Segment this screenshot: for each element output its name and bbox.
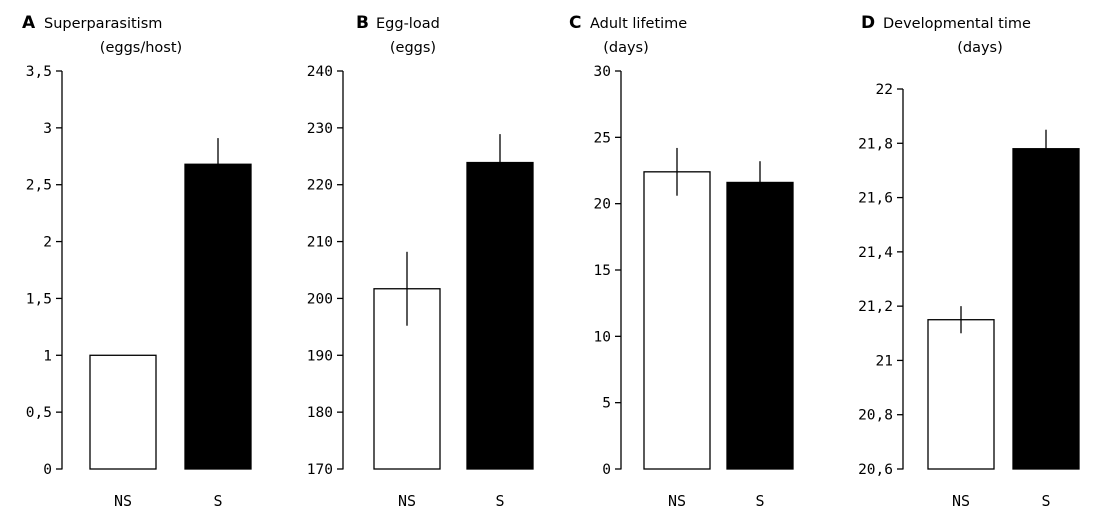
panel-a-y-tick-label: 1,5: [26, 291, 52, 307]
panel-a-bar-s: [184, 163, 252, 470]
panel-c-category-label-s: S: [755, 492, 764, 510]
panel-a-y-tick-label: 0: [43, 462, 52, 478]
panel-d-y-tick-label: 22: [876, 82, 893, 98]
panel-d-bar-s: [1012, 148, 1080, 470]
panel-d-y-tick-label: 20,6: [858, 462, 893, 478]
panel-c-title: Adult lifetime: [590, 16, 687, 32]
panel-d-y-tick-label: 21,2: [858, 299, 893, 315]
panel-d-y-tick-label: 21,8: [858, 136, 893, 152]
panel-d-y-tick-label: 20,8: [858, 408, 893, 424]
panel-c-bar-ns: [643, 171, 711, 470]
panel-d-title: Developmental time: [883, 16, 1031, 32]
panel-a-y-tick-label: 3: [43, 121, 52, 137]
panel-d-bar-ns: [927, 319, 995, 470]
panel-a-y-tick-label: 0,5: [26, 405, 52, 421]
panel-c-category-label-ns: NS: [668, 492, 686, 510]
panel-a-bar-ns: [89, 354, 157, 470]
panel-b-y-tick-label: 170: [307, 462, 333, 478]
panel-a-subtitle: (eggs/host): [100, 40, 182, 56]
panel-b-y-tick-label: 210: [307, 235, 333, 251]
panel-b-subtitle: (eggs): [390, 40, 436, 56]
panel-c-y-tick-label: 25: [594, 130, 611, 146]
panel-b: B Egg-load (eggs) 170 180 190 200 210 220 230 240 N…: [307, 13, 534, 510]
panel-b-letter: B: [356, 13, 369, 33]
panel-d-category-label-ns: NS: [952, 492, 970, 510]
panel-c-bar-s: [726, 181, 794, 470]
panel-d-subtitle: (days): [957, 40, 1003, 56]
panel-b-y-tick-label: 220: [307, 178, 333, 194]
panel-b-y-tick-label: 230: [307, 121, 333, 137]
panel-d-category-label-s: S: [1041, 492, 1050, 510]
panel-c-y-tick-label: 0: [602, 462, 611, 478]
panel-c-y-tick-label: 5: [602, 396, 611, 412]
panel-c-y-tick-label: 15: [594, 263, 611, 279]
panel-d-y-tick-label: 21,6: [858, 191, 893, 207]
panel-b-category-label-s: S: [495, 492, 504, 510]
panel-a-title: Superparasitism: [44, 16, 162, 32]
panel-c-letter: C: [569, 13, 581, 33]
panel-b-title: Egg-load: [376, 16, 440, 32]
panel-a-y-tick-label: 2,5: [26, 178, 52, 194]
panel-a-y-tick-label: 3,5: [26, 64, 52, 80]
panel-a-category-label-ns: NS: [114, 492, 132, 510]
panel-c-y-tick-label: 30: [594, 64, 611, 80]
panel-d-y-tick-label: 21: [876, 353, 893, 369]
panel-c-subtitle: (days): [603, 40, 649, 56]
panel-a-letter: A: [22, 13, 36, 33]
panel-b-y-tick-label: 190: [307, 348, 333, 364]
panel-c: C Adult lifetime (days) 0 5 10 15 20 25 30 NS S: [569, 13, 794, 510]
panel-d: D Developmental time (days) 20,6 20,8 21 21,2 2…: [858, 13, 1080, 510]
panel-c-y-tick-label: 10: [594, 329, 611, 345]
panel-a: A Superparasitism (eggs/host) 0 0,5 1 1,5 2 2,5 3…: [22, 13, 252, 510]
panel-d-letter: D: [861, 13, 875, 33]
panel-b-bar-s: [466, 161, 534, 470]
panel-b-y-tick-label: 200: [307, 291, 333, 307]
panel-c-y-tick-label: 20: [594, 197, 611, 213]
panel-b-category-label-ns: NS: [398, 492, 416, 510]
panel-d-y-tick-label: 21,4: [858, 245, 893, 261]
panel-b-y-tick-label: 240: [307, 64, 333, 80]
panel-a-y-tick-label: 2: [43, 235, 52, 251]
panel-a-y-tick-label: 1: [43, 348, 52, 364]
panel-b-y-tick-label: 180: [307, 405, 333, 421]
panel-a-category-label-s: S: [213, 492, 222, 510]
